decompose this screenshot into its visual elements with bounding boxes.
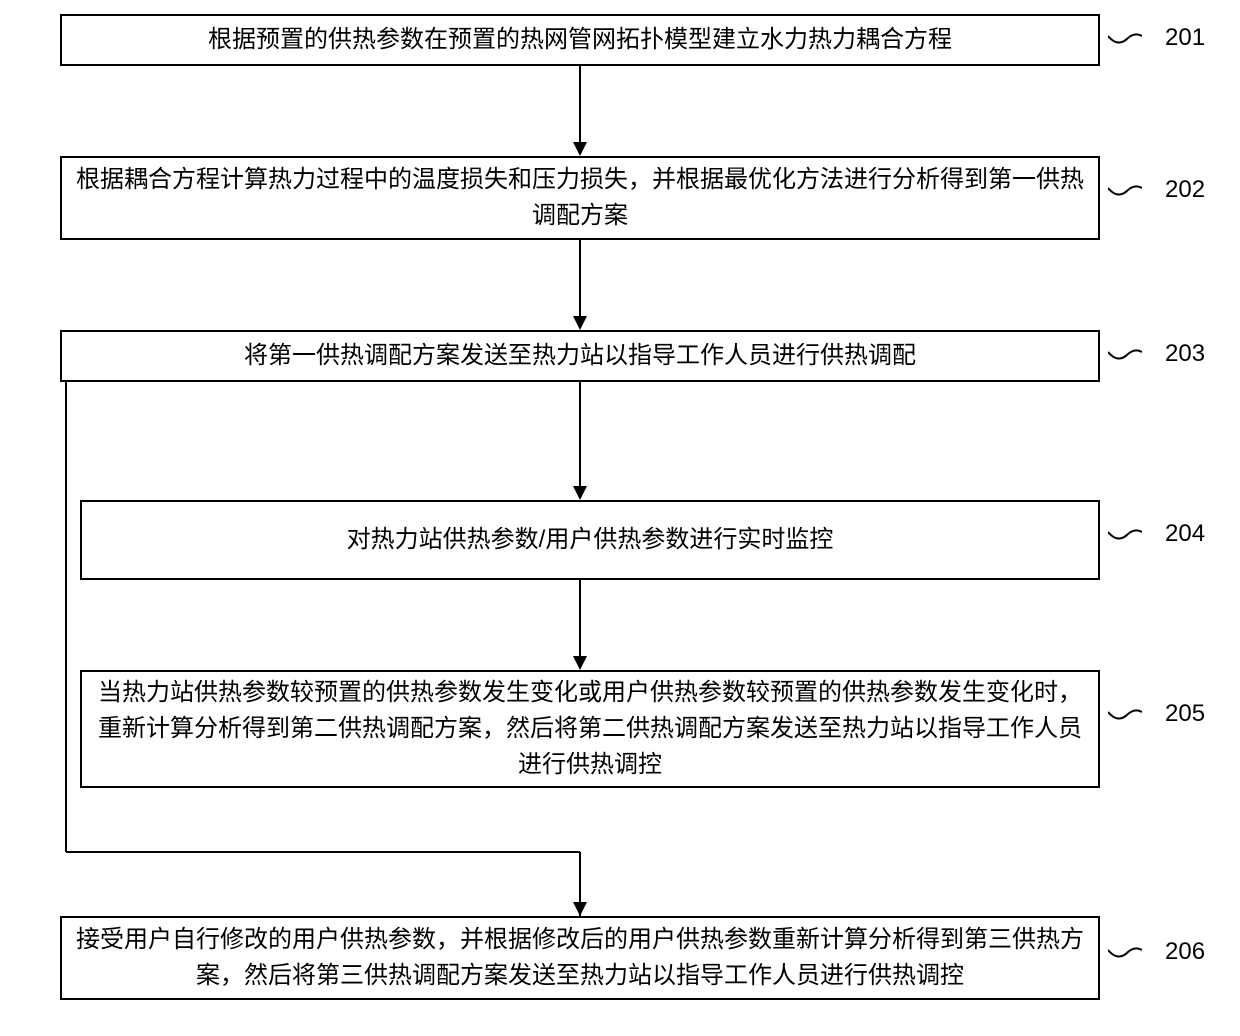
arrow-down-icon <box>573 316 587 330</box>
step-label-n205: 205 <box>1165 700 1205 728</box>
label-tick-icon <box>1108 706 1136 726</box>
step-label-n201: 201 <box>1165 24 1205 52</box>
step-label-n203: 203 <box>1165 340 1205 368</box>
arrow-down-icon <box>573 902 587 916</box>
step-label-n204: 204 <box>1165 520 1205 548</box>
edge <box>65 382 67 852</box>
arrow-down-icon <box>573 486 587 500</box>
label-tick-icon <box>1108 30 1136 50</box>
label-tick-icon <box>1108 526 1136 546</box>
flowchart-canvas: 根据预置的供热参数在预置的热网管网拓扑模型建立水力热力耦合方程根据耦合方程计算热… <box>0 0 1240 1036</box>
step-label-n206: 206 <box>1165 938 1205 966</box>
step-label-n202: 202 <box>1165 176 1205 204</box>
arrow-down-icon <box>573 142 587 156</box>
flow-node-n205: 当热力站供热参数较预置的供热参数发生变化或用户供热参数较预置的供热参数发生变化时… <box>80 670 1100 788</box>
flow-node-n203: 将第一供热调配方案发送至热力站以指导工作人员进行供热调配 <box>60 330 1100 382</box>
label-tick-icon <box>1108 182 1136 202</box>
edge <box>579 66 581 144</box>
label-tick-icon <box>1108 346 1136 366</box>
edge <box>579 580 581 658</box>
flow-node-n201: 根据预置的供热参数在预置的热网管网拓扑模型建立水力热力耦合方程 <box>60 14 1100 66</box>
flow-node-n202: 根据耦合方程计算热力过程中的温度损失和压力损失，并根据最优化方法进行分析得到第一… <box>60 156 1100 240</box>
label-tick-icon <box>1108 944 1136 964</box>
arrow-down-icon <box>573 656 587 670</box>
edge <box>66 851 580 853</box>
flow-node-n204: 对热力站供热参数/用户供热参数进行实时监控 <box>80 500 1100 580</box>
flow-node-n206: 接受用户自行修改的用户供热参数，并根据修改后的用户供热参数重新计算分析得到第三供… <box>60 916 1100 1000</box>
edge <box>579 382 581 488</box>
edge <box>579 240 581 318</box>
